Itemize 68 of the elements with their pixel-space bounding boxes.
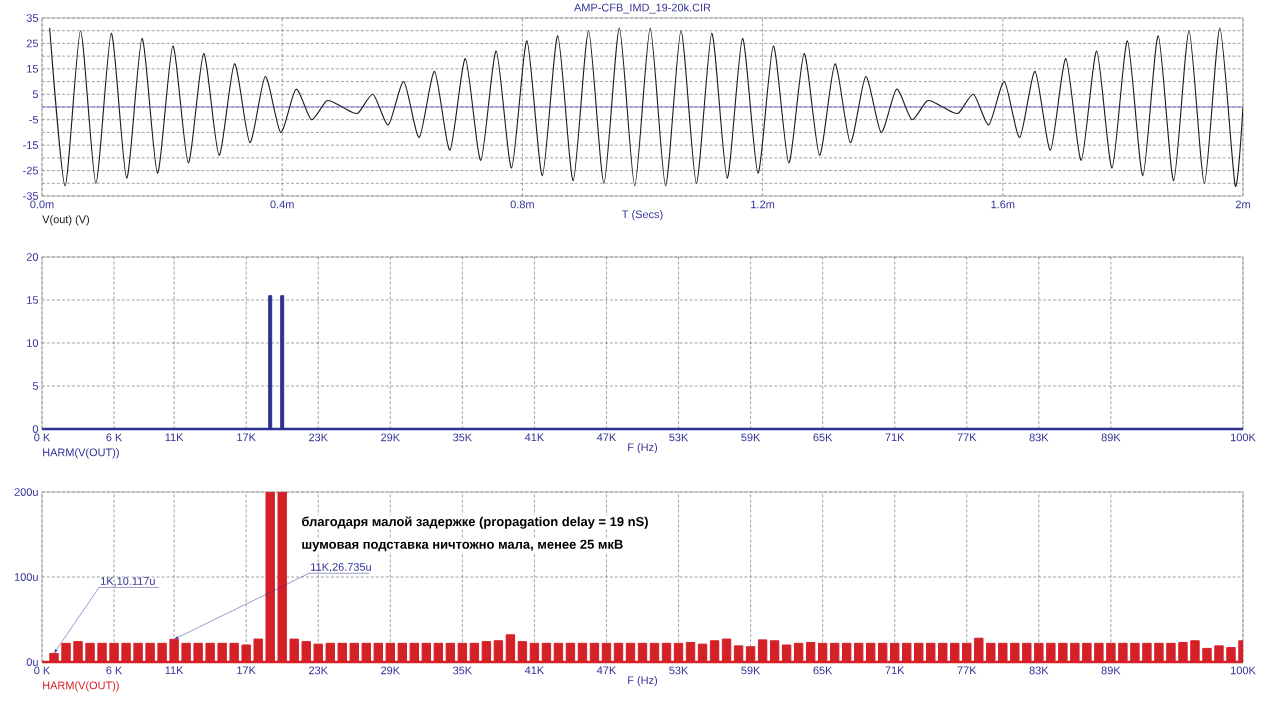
x-tick-label: 0.8m <box>510 200 534 209</box>
y-tick-label: -5 <box>29 115 39 124</box>
y-tick-label: 20 <box>26 253 39 261</box>
x-axis-title: F (Hz) <box>628 676 658 687</box>
x-tick-label: 89K <box>1101 666 1121 675</box>
x-tick-label: 0.4m <box>270 200 294 209</box>
annotation: 1K,10.117u <box>101 577 155 587</box>
x-axis-title: T (Secs) <box>622 210 663 221</box>
y-tick-label: 0 <box>32 425 39 433</box>
x-tick-label: 0 K <box>34 433 51 442</box>
y-tick-label: 5 <box>32 90 39 99</box>
x-tick-label: 65K <box>813 666 833 675</box>
y-tick-label: 15 <box>27 296 39 304</box>
x-tick-label: 41K <box>524 433 545 442</box>
x-tick-label: 1.2m <box>751 200 775 209</box>
x-tick-label: 41K <box>524 666 545 675</box>
x-tick-label: 23K <box>309 433 328 442</box>
x-tick-label: 59K <box>741 433 761 442</box>
x-tick-label: 100K <box>1231 433 1256 442</box>
x-tick-label: 1.6m <box>991 200 1015 209</box>
x-tick-label: 11K <box>165 433 184 442</box>
y-tick-label: 200u <box>14 488 38 496</box>
x-tick-label: 23K <box>309 666 328 675</box>
y-tick-label: 10 <box>27 339 39 347</box>
y-tick-label: 35 <box>26 14 39 22</box>
x-tick-label: 53K <box>669 433 689 442</box>
annotation: благодаря малой задержке (propagation delay = 19 nS) <box>302 516 648 529</box>
x-tick-label: 11K <box>165 666 184 675</box>
x-tick-label: 6 K <box>106 666 123 675</box>
x-tick-label: 71K <box>885 433 905 442</box>
annotation: 11K,26.735u <box>311 563 371 573</box>
y-tick-label: 15 <box>27 65 39 73</box>
x-tick-label: 2m <box>1235 200 1250 209</box>
chart-title: AMP-CFB_IMD_19-20k.CIR <box>574 3 711 14</box>
y-tick-label: -25 <box>23 166 39 175</box>
x-tick-label: 35K <box>453 433 472 442</box>
x-tick-label: 65K <box>813 433 833 442</box>
x-tick-label: 0.0m <box>30 200 54 209</box>
x-tick-label: 47K <box>596 433 617 442</box>
x-tick-label: 47K <box>596 666 617 675</box>
y-tick-label: 100u <box>14 573 38 581</box>
x-tick-label: 0 K <box>34 666 51 675</box>
x-tick-label: 53K <box>669 666 689 675</box>
y-tick-label: -35 <box>23 192 39 200</box>
x-tick-label: 59K <box>741 666 761 675</box>
x-tick-label: 17K <box>237 666 256 675</box>
x-tick-label: 35K <box>453 666 472 675</box>
y-tick-label: 5 <box>32 382 39 390</box>
series-label: HARM(V(OUT)) <box>43 448 119 459</box>
x-tick-label: 89K <box>1101 433 1121 442</box>
series-label: HARM(V(OUT)) <box>43 681 119 692</box>
line-series <box>49 27 1243 187</box>
x-tick-label: 29K <box>381 666 400 675</box>
x-tick-label: 83K <box>1029 433 1049 442</box>
x-tick-label: 77K <box>957 666 977 675</box>
x-tick-label: 71K <box>885 666 905 675</box>
y-tick-label: 25 <box>26 39 39 48</box>
x-tick-label: 77K <box>957 433 977 442</box>
annotation: шумовая подставка ничтожно мала, менее 25 мкВ <box>302 539 623 552</box>
x-tick-label: 83K <box>1029 666 1049 675</box>
x-tick-label: 29K <box>381 433 400 442</box>
y-tick-label: -15 <box>23 141 39 149</box>
x-axis-title: F (Hz) <box>628 443 658 454</box>
x-tick-label: 100K <box>1231 666 1256 675</box>
x-tick-label: 17K <box>237 433 256 442</box>
y-tick-label: 0u <box>26 658 38 666</box>
x-tick-label: 6 K <box>106 433 123 442</box>
text: V(out) (V) <box>42 215 89 226</box>
